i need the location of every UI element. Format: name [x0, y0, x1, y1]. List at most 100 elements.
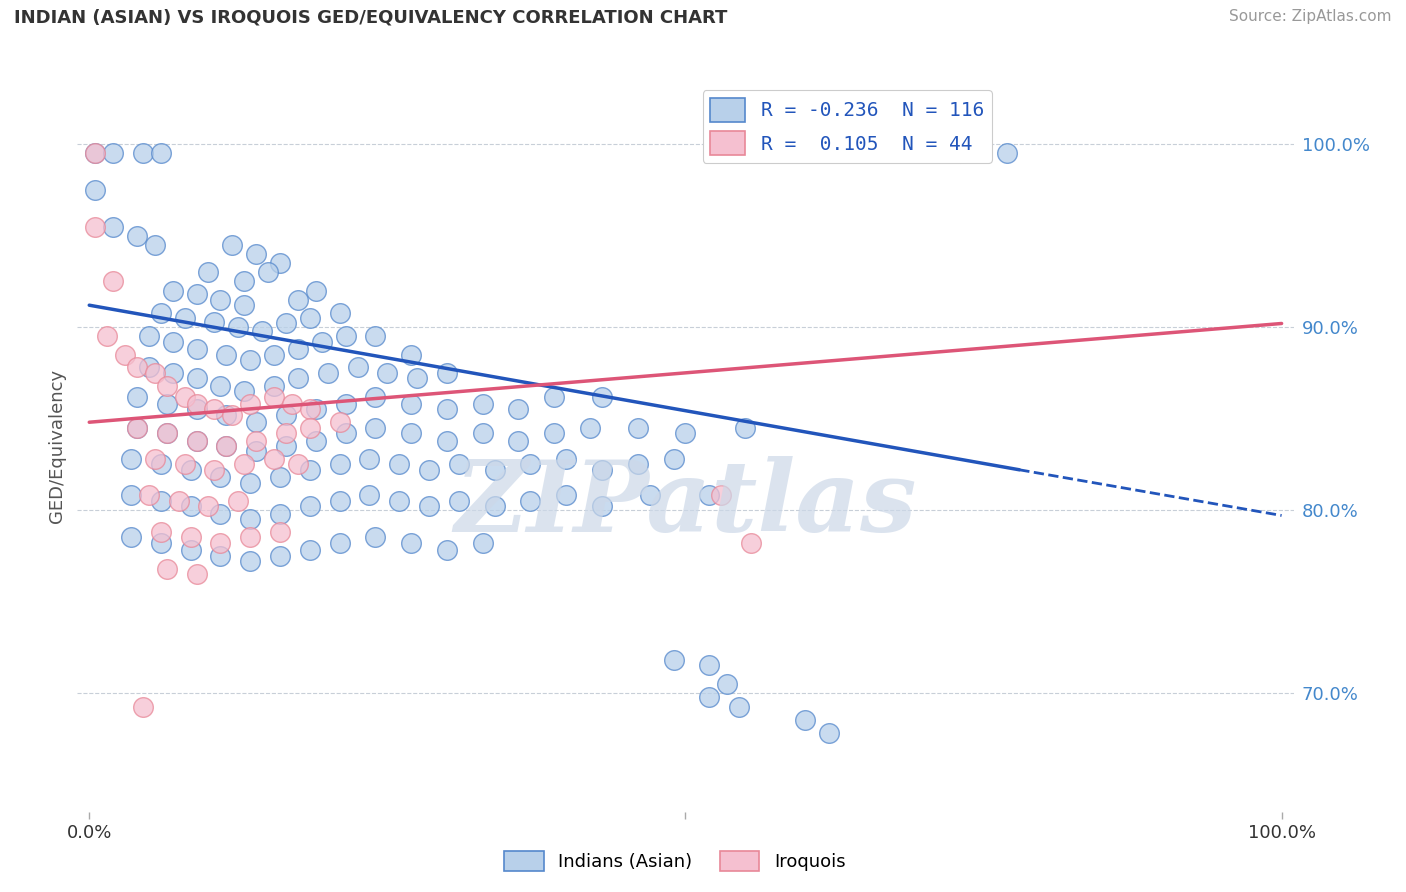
Point	[484, 500, 506, 514]
Point	[375, 366, 398, 380]
Text: Source: ZipAtlas.com: Source: ZipAtlas.com	[1229, 9, 1392, 24]
Point	[209, 507, 232, 521]
Point	[335, 329, 357, 343]
Point	[329, 305, 352, 319]
Point	[84, 146, 107, 161]
Point	[274, 439, 297, 453]
Point	[269, 524, 291, 539]
Point	[138, 360, 160, 375]
Point	[204, 402, 226, 417]
Point	[287, 371, 309, 385]
Point	[436, 402, 458, 417]
Point	[186, 567, 208, 582]
Point	[257, 265, 280, 279]
Point	[156, 397, 179, 411]
Point	[186, 434, 208, 448]
Point	[508, 434, 530, 448]
Point	[269, 470, 291, 484]
Point	[186, 402, 208, 417]
Point	[359, 451, 381, 466]
Point	[471, 536, 494, 550]
Point	[180, 530, 202, 544]
Point	[239, 397, 262, 411]
Point	[250, 324, 273, 338]
Text: INDIAN (ASIAN) VS IROQUOIS GED/EQUIVALENCY CORRELATION CHART: INDIAN (ASIAN) VS IROQUOIS GED/EQUIVALEN…	[14, 9, 727, 27]
Point	[162, 284, 184, 298]
Point	[406, 371, 429, 385]
Point	[233, 384, 256, 399]
Point	[364, 329, 387, 343]
Point	[245, 434, 267, 448]
Point	[233, 274, 256, 288]
Point	[710, 488, 733, 502]
Legend: R = -0.236  N = 116, R =  0.105  N = 44: R = -0.236 N = 116, R = 0.105 N = 44	[703, 90, 991, 162]
Point	[335, 426, 357, 441]
Point	[388, 458, 411, 472]
Point	[209, 549, 232, 563]
Point	[316, 366, 339, 380]
Point	[221, 238, 243, 252]
Point	[245, 247, 267, 261]
Point	[447, 458, 470, 472]
Point	[167, 493, 190, 508]
Point	[84, 183, 107, 197]
Point	[197, 265, 219, 279]
Point	[555, 451, 578, 466]
Point	[555, 488, 578, 502]
Point	[180, 500, 202, 514]
Point	[399, 397, 422, 411]
Point	[287, 293, 309, 307]
Point	[274, 426, 297, 441]
Point	[180, 543, 202, 558]
Point	[209, 470, 232, 484]
Point	[215, 439, 238, 453]
Point	[662, 653, 685, 667]
Point	[186, 342, 208, 356]
Point	[162, 334, 184, 349]
Point	[84, 219, 107, 234]
Point	[143, 366, 166, 380]
Point	[298, 402, 321, 417]
Point	[263, 390, 285, 404]
Point	[591, 390, 613, 404]
Point	[627, 420, 650, 434]
Point	[204, 463, 226, 477]
Point	[138, 488, 160, 502]
Point	[269, 549, 291, 563]
Point	[697, 690, 720, 704]
Point	[287, 458, 309, 472]
Point	[298, 463, 321, 477]
Point	[329, 415, 352, 429]
Point	[125, 228, 148, 243]
Point	[305, 284, 328, 298]
Point	[101, 146, 124, 161]
Point	[471, 397, 494, 411]
Point	[156, 426, 179, 441]
Point	[186, 371, 208, 385]
Point	[226, 320, 249, 334]
Point	[579, 420, 602, 434]
Point	[359, 488, 381, 502]
Point	[215, 347, 238, 362]
Point	[447, 493, 470, 508]
Point	[84, 146, 107, 161]
Point	[269, 256, 291, 270]
Point	[697, 658, 720, 673]
Point	[186, 397, 208, 411]
Point	[388, 493, 411, 508]
Point	[311, 334, 333, 349]
Point	[180, 463, 202, 477]
Point	[173, 310, 195, 325]
Point	[120, 488, 142, 502]
Point	[120, 451, 142, 466]
Point	[149, 524, 172, 539]
Point	[305, 434, 328, 448]
Point	[418, 500, 440, 514]
Point	[335, 397, 357, 411]
Point	[239, 512, 262, 526]
Point	[329, 493, 352, 508]
Point	[364, 420, 387, 434]
Legend: Indians (Asian), Iroquois: Indians (Asian), Iroquois	[498, 844, 852, 879]
Point	[399, 426, 422, 441]
Point	[728, 700, 751, 714]
